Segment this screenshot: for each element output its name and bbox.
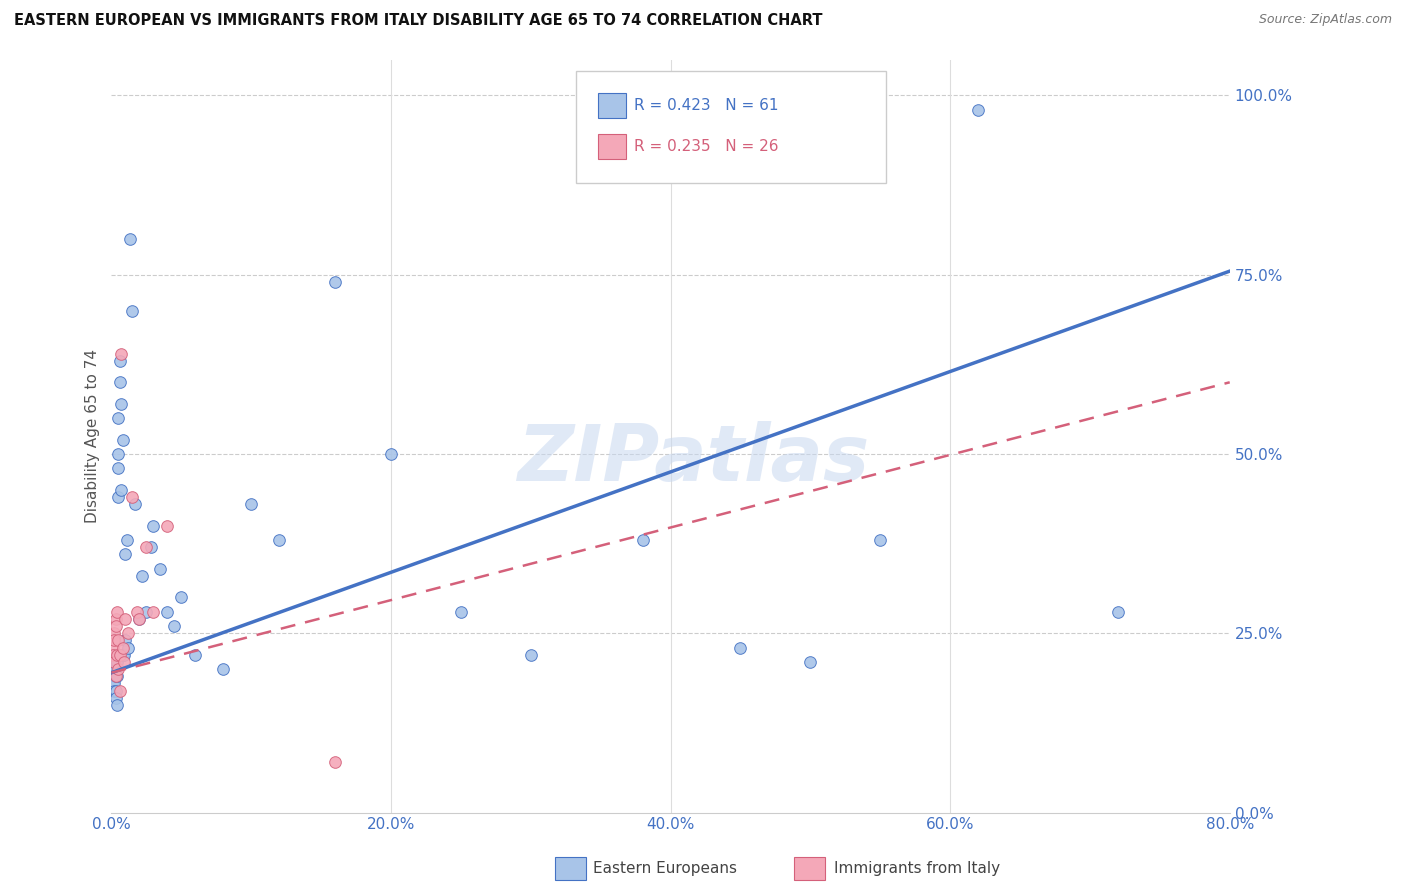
- Point: [323, 756, 346, 770]
- Point: [117, 640, 139, 655]
- Point: [101, 640, 124, 655]
- Point: [799, 103, 821, 117]
- Point: [105, 698, 128, 712]
- Point: [114, 633, 136, 648]
- Point: [107, 633, 129, 648]
- Text: R = 0.235   N = 26: R = 0.235 N = 26: [634, 139, 779, 153]
- Point: [107, 490, 129, 504]
- Point: [101, 669, 124, 683]
- Point: [103, 683, 125, 698]
- Text: ZIPatlas: ZIPatlas: [517, 421, 869, 497]
- Point: [114, 548, 136, 562]
- Point: [104, 619, 127, 633]
- Point: [111, 433, 134, 447]
- Point: [103, 655, 125, 669]
- Point: [125, 605, 148, 619]
- Point: [631, 533, 654, 547]
- Point: [450, 605, 472, 619]
- Point: [105, 648, 128, 662]
- Point: [101, 662, 124, 676]
- Point: [212, 662, 235, 676]
- Point: [135, 605, 157, 619]
- Point: [108, 376, 131, 390]
- Point: [170, 591, 193, 605]
- Point: [121, 490, 143, 504]
- Point: [142, 518, 165, 533]
- Text: Source: ZipAtlas.com: Source: ZipAtlas.com: [1258, 13, 1392, 27]
- Text: R = 0.423   N = 61: R = 0.423 N = 61: [634, 98, 779, 112]
- Point: [110, 483, 132, 497]
- Point: [184, 648, 207, 662]
- Point: [101, 648, 124, 662]
- Point: [103, 676, 125, 690]
- Point: [156, 605, 179, 619]
- Point: [380, 447, 402, 461]
- Point: [1107, 605, 1129, 619]
- Point: [103, 648, 125, 662]
- Point: [107, 662, 129, 676]
- Point: [121, 303, 143, 318]
- Point: [118, 232, 141, 246]
- Point: [163, 619, 186, 633]
- Point: [115, 533, 138, 547]
- Point: [799, 655, 821, 669]
- Point: [156, 518, 179, 533]
- Point: [104, 690, 127, 705]
- Point: [111, 640, 134, 655]
- Point: [104, 662, 127, 676]
- Point: [108, 683, 131, 698]
- Point: [128, 612, 150, 626]
- Point: [107, 461, 129, 475]
- Point: [105, 605, 128, 619]
- Point: [104, 669, 127, 683]
- Point: [240, 497, 263, 511]
- Point: [124, 497, 146, 511]
- Point: [107, 411, 129, 425]
- Point: [103, 669, 125, 683]
- Point: [110, 397, 132, 411]
- Point: [142, 605, 165, 619]
- Point: [131, 569, 153, 583]
- Point: [105, 655, 128, 669]
- Point: [112, 655, 135, 669]
- Point: [135, 540, 157, 554]
- Point: [108, 648, 131, 662]
- Point: [107, 447, 129, 461]
- Point: [104, 612, 127, 626]
- Point: [520, 648, 543, 662]
- Point: [105, 669, 128, 683]
- Text: EASTERN EUROPEAN VS IMMIGRANTS FROM ITALY DISABILITY AGE 65 TO 74 CORRELATION CH: EASTERN EUROPEAN VS IMMIGRANTS FROM ITAL…: [14, 13, 823, 29]
- Point: [104, 669, 127, 683]
- Point: [101, 655, 124, 669]
- Text: Eastern Europeans: Eastern Europeans: [593, 862, 737, 876]
- Point: [108, 648, 131, 662]
- Point: [112, 648, 135, 662]
- Point: [967, 103, 990, 117]
- Point: [104, 683, 127, 698]
- Point: [128, 612, 150, 626]
- Point: [730, 640, 752, 655]
- Point: [269, 533, 291, 547]
- Y-axis label: Disability Age 65 to 74: Disability Age 65 to 74: [86, 349, 100, 523]
- Point: [103, 662, 125, 676]
- Point: [139, 540, 162, 554]
- Point: [149, 562, 172, 576]
- Point: [110, 346, 132, 360]
- Point: [103, 626, 125, 640]
- Point: [108, 353, 131, 368]
- Point: [869, 533, 891, 547]
- Point: [114, 612, 136, 626]
- Point: [104, 655, 127, 669]
- Point: [117, 626, 139, 640]
- Point: [101, 676, 124, 690]
- Point: [105, 648, 128, 662]
- Point: [111, 648, 134, 662]
- Text: Immigrants from Italy: Immigrants from Italy: [834, 862, 1000, 876]
- Point: [103, 633, 125, 648]
- Point: [323, 275, 346, 289]
